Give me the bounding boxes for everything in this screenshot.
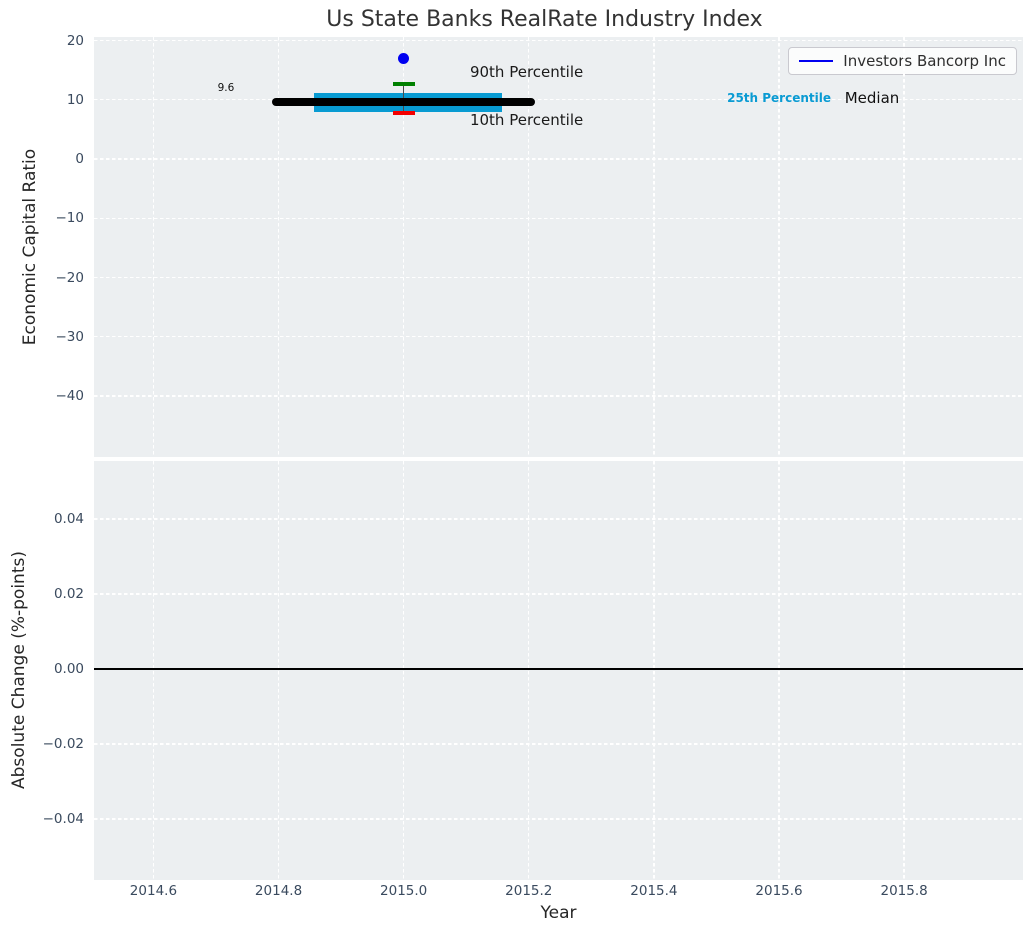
y-tick-label: −40 (55, 387, 85, 404)
p90-tick (392, 82, 415, 86)
gridline-horizontal (94, 818, 1023, 820)
median-line (272, 98, 536, 107)
legend-line-sample-icon (799, 59, 834, 63)
y-tick-label: 20 (66, 32, 84, 49)
y-tick-label: 0 (75, 151, 84, 168)
gridline-vertical (778, 461, 780, 880)
annotation: 9.6 (217, 82, 235, 95)
y-tick-label: −10 (55, 210, 85, 227)
y-tick-label: −0.02 (42, 735, 84, 752)
gridline-horizontal (94, 158, 1023, 160)
gridline-vertical (903, 37, 905, 457)
y-tick-label: 0.00 (53, 661, 84, 677)
y-tick-label: −20 (55, 269, 85, 286)
y-tick-label: 0.04 (53, 511, 84, 528)
gridline-vertical (528, 461, 530, 880)
gridline-vertical (653, 37, 655, 457)
company-point (398, 52, 410, 64)
y-tick-label: 0.02 (53, 586, 84, 603)
gridline-vertical (152, 37, 155, 457)
top-plot-area: Investors Bancorp Inc 9.6 90th Percentile… (94, 37, 1023, 457)
gridline-horizontal (94, 39, 1023, 42)
gridline-horizontal (94, 276, 1023, 279)
gridline-horizontal (94, 336, 1023, 338)
x-tick-label: 2014.6 (129, 883, 178, 899)
x-tick-label: 2014.8 (254, 883, 303, 899)
x-tick-label: 2015.4 (630, 883, 678, 899)
gridline-horizontal (94, 518, 1023, 520)
bottom-plot-area (94, 461, 1023, 880)
gridline-vertical (653, 461, 655, 880)
y-axis-label-top: Economic Capital Ratio (20, 148, 40, 346)
legend: Investors Bancorp Inc (788, 47, 1017, 75)
gridline-vertical (277, 461, 280, 880)
gridline-vertical (402, 37, 405, 457)
zero-line (94, 668, 1023, 670)
annotation: Median (844, 88, 900, 107)
x-axis-label: Year (540, 903, 577, 923)
p10-tick (392, 111, 415, 115)
gridline-horizontal (94, 743, 1023, 745)
gridline-vertical (778, 37, 780, 457)
gridline-vertical (903, 461, 905, 880)
y-tick-label: −30 (55, 328, 85, 345)
gridline-horizontal (94, 395, 1023, 397)
y-tick-label: 10 (66, 91, 84, 108)
x-tick-label: 2015.0 (380, 883, 428, 899)
gridline-vertical (152, 461, 155, 880)
gridline-horizontal (94, 217, 1023, 219)
gridline-horizontal (94, 99, 1023, 101)
annotation: 10th Percentile (469, 111, 584, 130)
annotation: 25th Percentile (727, 90, 831, 105)
annotation: 90th Percentile (469, 63, 584, 82)
x-tick-label: 2015.8 (880, 883, 928, 899)
x-tick-label: 2015.2 (505, 883, 553, 899)
gridline-horizontal (94, 593, 1023, 595)
gridline-vertical (528, 37, 530, 457)
x-tick-label: 2015.6 (755, 883, 803, 899)
gridline-vertical (402, 461, 405, 880)
chart-title: Us State Banks RealRate Industry Index (326, 7, 763, 32)
gridline-vertical (277, 37, 280, 457)
y-tick-label: −0.04 (42, 810, 84, 827)
legend-label: Investors Bancorp Inc (843, 52, 1006, 70)
